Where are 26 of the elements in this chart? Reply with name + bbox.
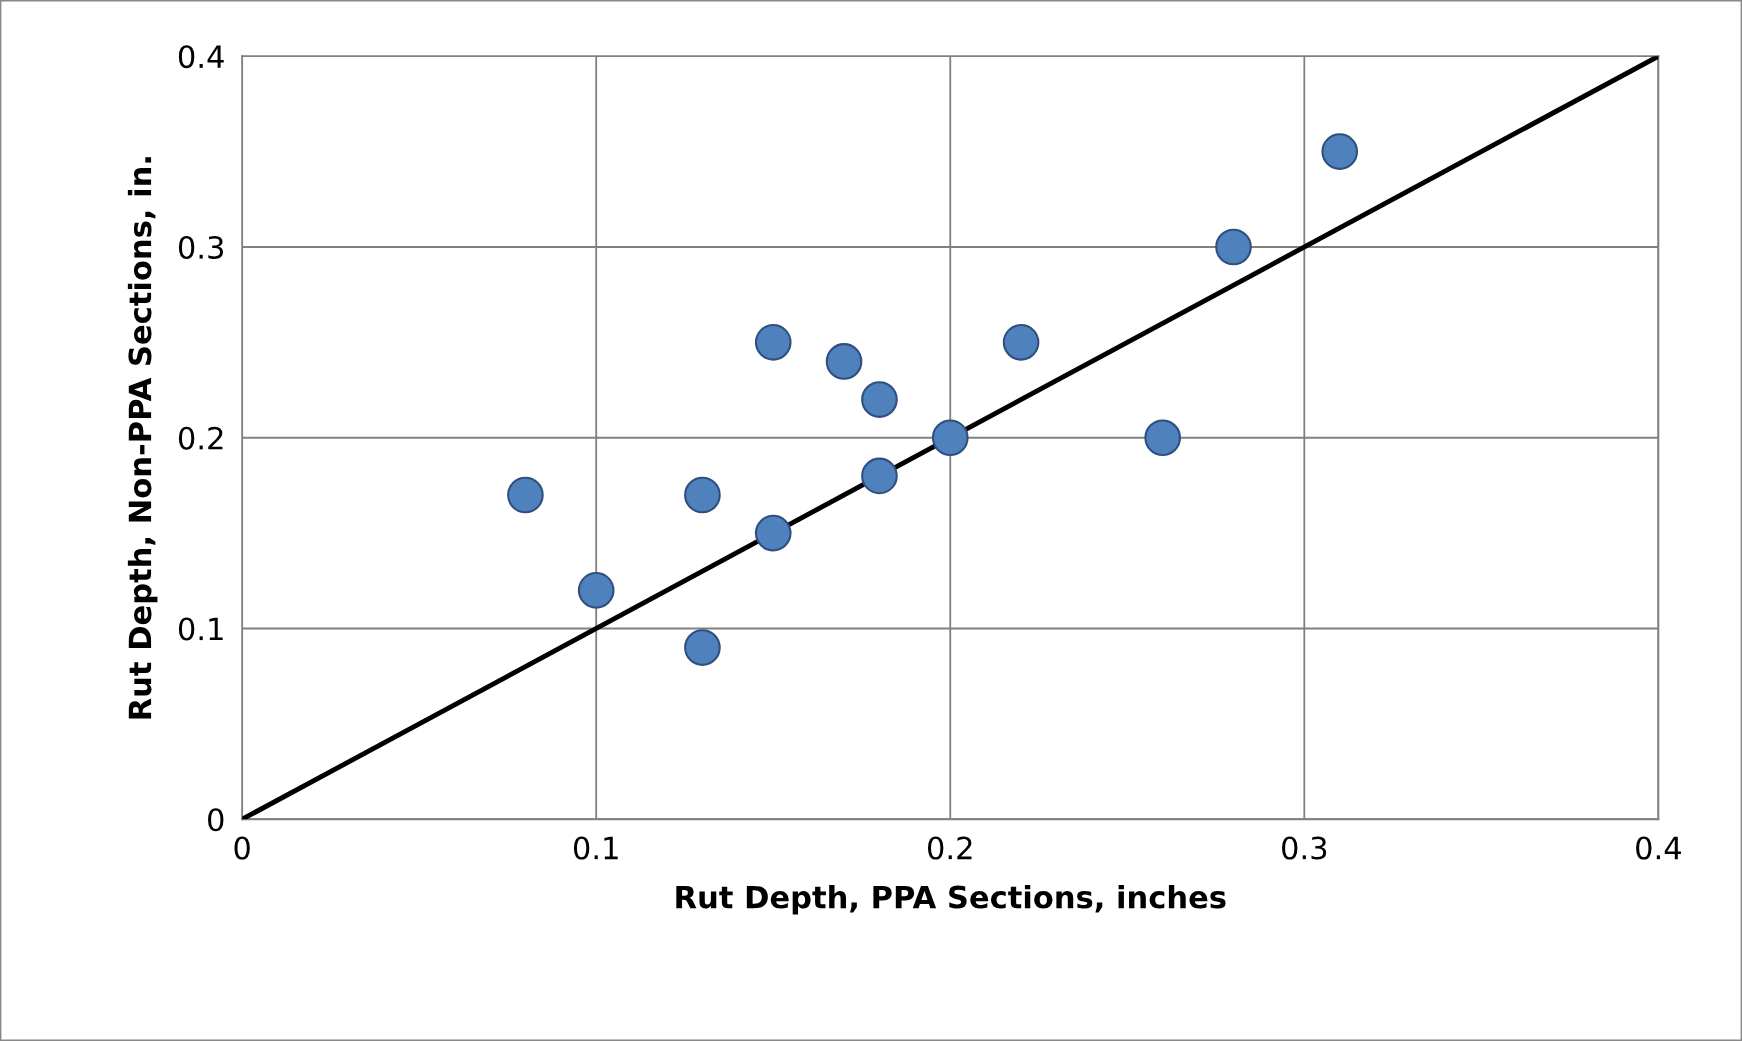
point <box>1321 133 1359 170</box>
point <box>684 476 721 514</box>
y-axis-title: Rut Depth, Non-PPA Sections, in. <box>127 157 158 719</box>
point <box>861 457 898 495</box>
y-tick-label: 0.1 <box>178 617 223 641</box>
point <box>1215 228 1252 266</box>
point <box>684 629 721 666</box>
point <box>754 514 792 552</box>
point <box>861 381 898 418</box>
x-tick-label: 0.4 <box>1636 836 1681 860</box>
y-tick-label: 0.4 <box>178 45 224 69</box>
point <box>507 476 544 514</box>
point <box>1002 324 1040 361</box>
x-tick-label: 0.2 <box>927 836 972 860</box>
x-tick-label: 0.3 <box>1282 836 1327 860</box>
point <box>1144 419 1182 457</box>
point <box>931 419 969 457</box>
point <box>754 324 792 361</box>
x-axis-title: Rut Depth, PPA Sections, inches <box>676 884 1226 915</box>
point <box>825 343 863 380</box>
y-tick-label: 0 <box>208 808 224 832</box>
y-tick-label: 0.2 <box>178 426 223 450</box>
point <box>577 572 615 609</box>
x-tick-label: 0.1 <box>573 836 618 860</box>
y-tick-label: 0.3 <box>178 235 224 260</box>
x-tick-label: 0 <box>234 836 250 860</box>
